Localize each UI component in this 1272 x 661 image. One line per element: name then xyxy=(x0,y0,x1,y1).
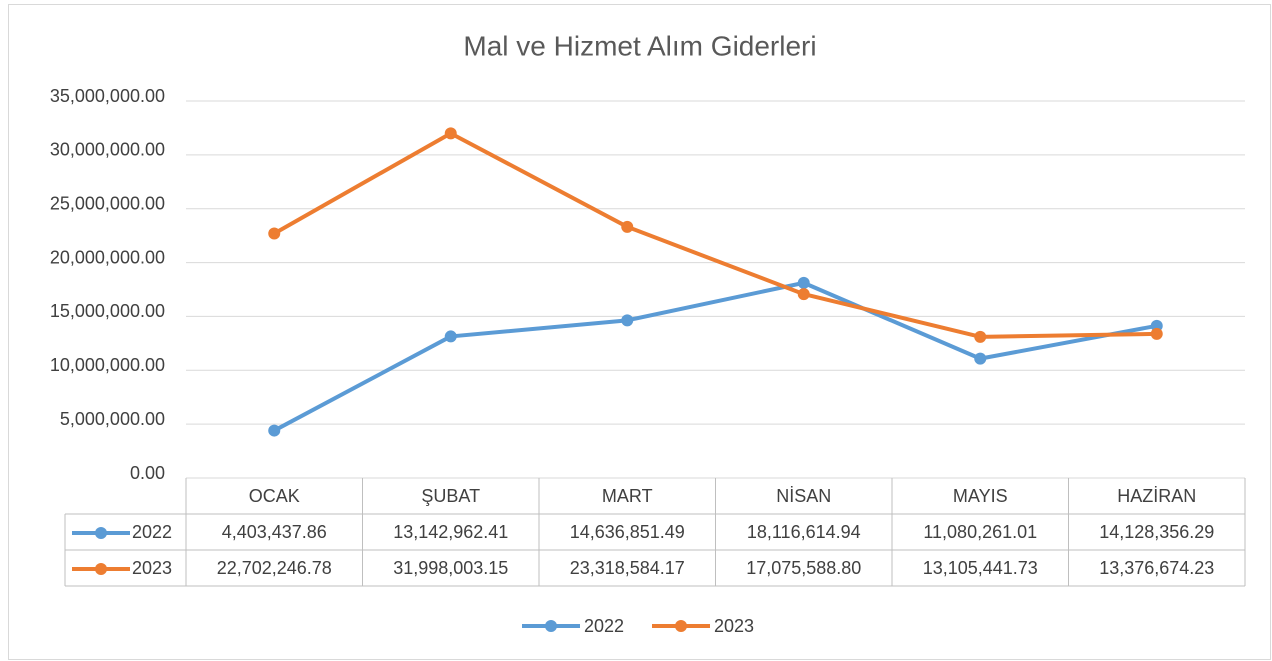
y-tick-label: 35,000,000.00 xyxy=(50,86,165,106)
series-marker xyxy=(621,314,634,327)
y-tick-label: 10,000,000.00 xyxy=(50,355,165,375)
series-marker xyxy=(797,276,810,289)
series-line xyxy=(273,131,1157,339)
table-cell: 18,116,614.94 xyxy=(747,522,861,542)
x-tick-label: OCAK xyxy=(249,486,300,506)
legend-key-marker xyxy=(545,620,557,632)
x-tick-label: HAZİRAN xyxy=(1117,486,1196,506)
table-cell: 14,128,356.29 xyxy=(1099,522,1214,542)
table-series-name: 2023 xyxy=(132,558,172,578)
table-series-name: 2022 xyxy=(132,522,172,542)
series-marker xyxy=(621,220,634,233)
table-cell: 23,318,584.17 xyxy=(570,558,685,578)
table-cell: 31,998,003.15 xyxy=(393,558,508,578)
legend-key-marker xyxy=(675,620,687,632)
legend-label: 2022 xyxy=(584,616,624,636)
table-cell: 14,636,851.49 xyxy=(570,522,685,542)
table-cell: 13,376,674.23 xyxy=(1099,558,1214,578)
legend-label: 2023 xyxy=(714,616,754,636)
table-cell: 22,702,246.78 xyxy=(217,558,332,578)
table-cell: 13,142,962.41 xyxy=(393,522,508,542)
y-tick-label: 5,000,000.00 xyxy=(60,409,165,429)
table-cell: 4,403,437.86 xyxy=(222,522,327,542)
y-tick-label: 25,000,000.00 xyxy=(50,193,165,213)
y-tick-label: 30,000,000.00 xyxy=(50,140,165,160)
series-marker xyxy=(974,330,987,343)
series-marker xyxy=(444,127,457,140)
series-marker xyxy=(974,352,987,365)
chart-title: Mal ve Hizmet Alım Giderleri xyxy=(463,30,816,61)
table-cell: 13,105,441.73 xyxy=(923,558,1038,578)
table-cell: 11,080,261.01 xyxy=(923,522,1037,542)
y-tick-label: 20,000,000.00 xyxy=(50,247,165,267)
x-tick-label: ŞUBAT xyxy=(421,486,480,506)
table-cell: 17,075,588.80 xyxy=(746,558,861,578)
series-marker xyxy=(797,288,810,301)
legend-key-marker xyxy=(95,563,107,575)
series-line xyxy=(273,280,1158,433)
y-tick-label: 15,000,000.00 xyxy=(50,301,165,321)
x-tick-label: MART xyxy=(602,486,653,506)
y-tick-label: 0.00 xyxy=(130,463,165,483)
x-tick-label: NİSAN xyxy=(776,486,831,506)
series-marker xyxy=(268,227,281,240)
series-marker xyxy=(268,424,281,437)
legend-key-marker xyxy=(95,527,107,539)
series-marker xyxy=(1150,327,1163,340)
x-tick-label: MAYIS xyxy=(953,486,1008,506)
series-marker xyxy=(444,330,457,343)
